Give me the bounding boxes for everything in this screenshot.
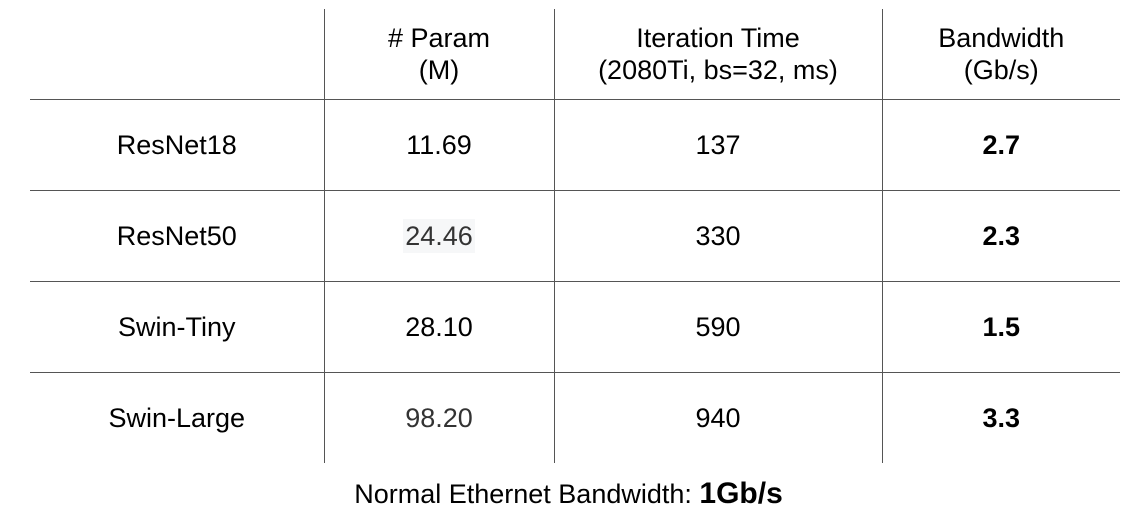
cell-model: ResNet50 [30,190,324,282]
cell-bandwidth: 2.7 [881,99,1120,191]
model-bandwidth-table: # Param (M) Iteration Time (2080Ti, bs=3… [30,9,1120,463]
header-model [30,9,324,100]
header-params: # Param (M) [323,9,554,100]
table-row: ResNet18 11.69 137 2.7 [30,99,1120,191]
ethernet-bandwidth-value: 1Gb/s [699,477,783,510]
header-bandwidth-line1: Bandwidth [938,23,1065,53]
header-params-line1: # Param [387,23,491,53]
params-value: 24.46 [403,219,475,253]
header-row: # Param (M) Iteration Time (2080Ti, bs=3… [30,9,1120,100]
cell-params: 28.10 [323,281,554,373]
table-row: ResNet50 24.46 330 2.3 [30,190,1120,282]
cell-params: 11.69 [323,99,554,191]
cell-model: Swin-Tiny [30,281,324,373]
cell-model: Swin-Large [30,372,324,463]
cell-iteration-time: 940 [553,372,882,463]
ethernet-bandwidth-note: Normal Ethernet Bandwidth: 1Gb/s [0,474,1137,514]
cell-params: 98.20 [323,372,554,463]
cell-bandwidth: 2.3 [881,190,1120,282]
cell-bandwidth: 3.3 [881,372,1120,463]
header-iteration-time: Iteration Time (2080Ti, bs=32, ms) [553,9,882,100]
header-bandwidth-line2: (Gb/s) [963,55,1039,85]
header-params-line2: (M) [418,55,460,85]
cell-params: 24.46 [323,190,554,282]
header-iteration-time-line2: (2080Ti, bs=32, ms) [598,55,838,85]
params-value: 28.10 [405,312,473,342]
cell-model: ResNet18 [116,130,237,160]
header-bandwidth: Bandwidth (Gb/s) [881,9,1120,100]
header-iteration-time-line1: Iteration Time [636,23,800,53]
cell-bandwidth: 1.5 [881,281,1120,373]
ethernet-bandwidth-label: Normal Ethernet Bandwidth: [354,479,700,509]
table-row: Swin-Tiny 28.10 590 1.5 [30,281,1120,373]
params-value: 11.69 [406,130,472,160]
cell-iteration-time: 330 [553,190,882,282]
table-row: Swin-Large 98.20 940 3.3 [30,372,1120,463]
cell-iteration-time: 137 [553,99,882,191]
cell-iteration-time: 590 [553,281,882,373]
comparison-table-container: # Param (M) Iteration Time (2080Ti, bs=3… [30,9,1120,463]
params-value: 98.20 [405,403,473,433]
